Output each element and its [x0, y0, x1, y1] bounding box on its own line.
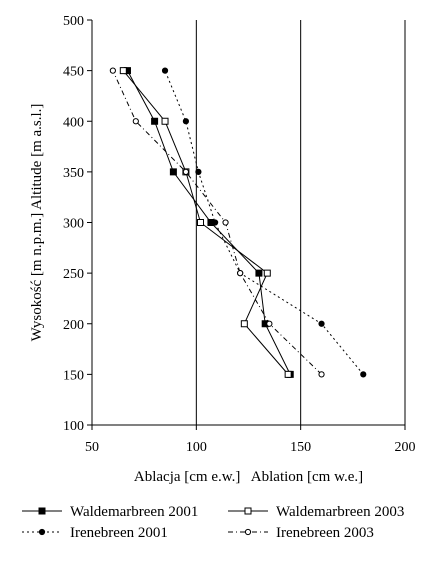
legend-item-3: Irenebreen 2001 [22, 525, 168, 541]
series-layer [109, 67, 367, 378]
series-2 [119, 67, 292, 378]
legend: Waldemarbreen 2001 Waldemarbreen 2003 Iren… [22, 504, 404, 541]
data-point-4-3 [237, 270, 244, 277]
x-tick-label-50: 50 [85, 440, 99, 455]
legend-item-2: Waldemarbreen 2003 [228, 504, 404, 520]
y-tick-label-100: 100 [63, 419, 84, 434]
legend-item-4: Irenebreen 2003 [228, 525, 374, 541]
legend-label-1: Waldemarbreen 2001 [70, 504, 198, 520]
axis-layer [87, 19, 406, 430]
legend-label-4: Irenebreen 2003 [276, 525, 374, 541]
legend-marker-3 [38, 528, 46, 536]
data-point-2-6 [161, 117, 169, 125]
y-tick-label-500: 500 [63, 14, 84, 29]
data-point-1-6 [151, 117, 159, 125]
x-tick-label-200: 200 [395, 440, 416, 455]
y-tick-label-150: 150 [63, 368, 84, 383]
data-point-2-7 [119, 67, 127, 75]
grid-layer [195, 20, 406, 425]
data-point-3-2 [318, 320, 325, 327]
legend-item-1: Waldemarbreen 2001 [22, 504, 198, 520]
x-axis-title: Ablacja [cm e.w.] Ablation [cm w.e.] [134, 469, 363, 485]
x-tick-label-150: 150 [290, 440, 311, 455]
data-point-4-2 [266, 320, 273, 327]
data-point-3-1 [360, 371, 367, 378]
y-tick-label-350: 350 [63, 166, 84, 181]
data-point-2-3 [263, 269, 271, 277]
data-point-4-4 [222, 219, 229, 226]
y-tick-label-250: 250 [63, 267, 84, 282]
data-point-4-1 [318, 371, 325, 378]
y-tick-label-400: 400 [63, 115, 84, 130]
series-line-3 [164, 70, 364, 375]
legend-marker-1 [38, 507, 46, 515]
y-tick-label-450: 450 [63, 65, 84, 80]
y-axis-title: Wysokość [m n.p.m.] Altitude [m a.s.l.] [29, 104, 45, 342]
data-point-4-6 [132, 118, 139, 125]
data-point-2-1 [284, 370, 292, 378]
series-line-2 [122, 70, 289, 375]
x-tick-label-100: 100 [186, 440, 207, 455]
y-tick-label-200: 200 [63, 318, 84, 333]
legend-label-2: Waldemarbreen 2003 [276, 504, 404, 520]
data-point-2-2 [240, 320, 248, 328]
data-point-3-5 [195, 168, 202, 175]
data-point-4-5 [182, 168, 189, 175]
data-point-4-7 [109, 67, 116, 74]
legend-label-3: Irenebreen 2001 [70, 525, 168, 541]
data-point-3-4 [212, 219, 219, 226]
series-4 [109, 67, 325, 378]
legend-marker-4 [244, 528, 252, 536]
data-point-3-7 [161, 67, 169, 74]
legend-marker-2 [244, 507, 252, 515]
data-point-2-4 [197, 219, 205, 226]
y-tick-label-300: 300 [63, 217, 84, 232]
data-point-1-5 [169, 168, 177, 176]
data-point-1-3 [255, 269, 263, 277]
series-3 [161, 67, 367, 378]
series-1 [123, 67, 294, 378]
data-point-3-6 [182, 118, 189, 125]
